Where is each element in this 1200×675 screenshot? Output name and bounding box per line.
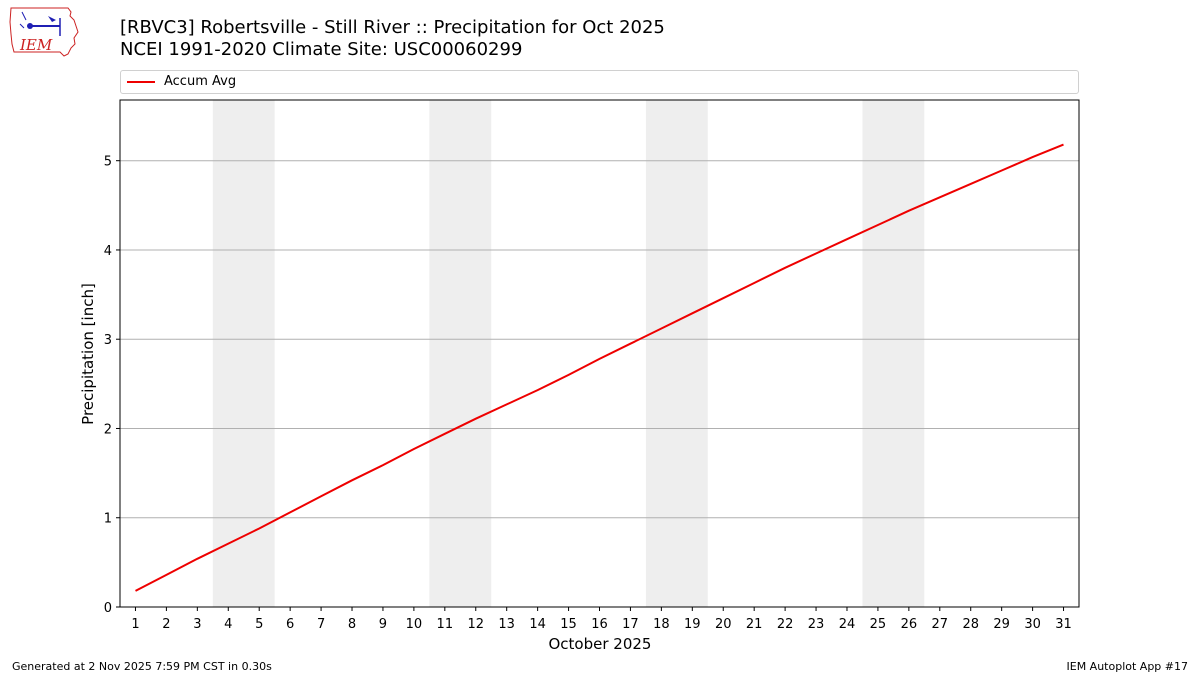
weekend-band-1 [212,100,275,607]
iem-logo: IEM [9,7,79,57]
y-axis-label: Precipitation [inch] [79,283,97,425]
x-tick-label-1: 1 [131,617,139,632]
x-tick-label-7: 7 [317,617,325,632]
logo-vane [48,16,56,22]
weekend-band-2 [429,100,492,607]
x-tick-label-5: 5 [255,617,263,632]
x-tick-label-16: 16 [591,617,608,632]
x-tick-label-14: 14 [529,617,546,632]
logo-tick [19,11,27,29]
x-tick-label-9: 9 [379,617,387,632]
y-tick-label-3: 3 [104,333,112,348]
x-tick-label-19: 19 [684,617,701,632]
x-tick-label-3: 3 [193,617,201,632]
x-tick-label-24: 24 [839,617,856,632]
x-tick-label-15: 15 [560,617,577,632]
x-axis-label: October 2025 [549,635,652,653]
x-tick-label-31: 31 [1055,617,1072,632]
x-tick-label-10: 10 [406,617,423,632]
chart-subtitle: NCEI 1991-2020 Climate Site: USC00060299 [120,39,523,60]
x-tick-label-26: 26 [901,617,918,632]
weekend-band-3 [645,100,708,607]
y-tick-label-1: 1 [104,512,112,527]
series-line-accum-avg [135,143,1064,592]
x-tick-label-18: 18 [653,617,670,632]
x-tick-label-6: 6 [286,617,294,632]
y-tick-label-2: 2 [104,422,112,437]
x-tick-label-17: 17 [622,617,639,632]
x-tick-label-20: 20 [715,617,732,632]
x-tick-label-8: 8 [348,617,356,632]
legend-swatch-accum-avg [127,81,155,83]
x-tick-label-4: 4 [224,617,232,632]
chart-title: [RBVC3] Robertsville - Still River :: Pr… [120,17,665,38]
x-tick-label-2: 2 [162,617,170,632]
footer-generated-text: Generated at 2 Nov 2025 7:59 PM CST in 0… [12,660,272,673]
iowa-outline [9,7,79,57]
x-tick-label-27: 27 [932,617,949,632]
logo-text: IEM [19,36,53,54]
y-tick-label-0: 0 [104,601,112,616]
x-tick-label-13: 13 [498,617,515,632]
legend-label-accum-avg: Accum Avg [164,74,237,89]
y-tick-label-5: 5 [104,155,112,170]
x-tick-label-12: 12 [467,617,484,632]
x-tick-label-23: 23 [808,617,825,632]
logo-dot [27,23,33,29]
x-tick-label-29: 29 [993,617,1010,632]
footer-app-text: IEM Autoplot App #17 [1066,660,1189,673]
weekend-band-4 [862,100,925,607]
x-tick-label-22: 22 [777,617,794,632]
x-tick-label-21: 21 [746,617,763,632]
x-tick-label-25: 25 [870,617,887,632]
x-tick-label-30: 30 [1024,617,1041,632]
x-tick-label-11: 11 [437,617,454,632]
legend: Accum Avg [120,70,1079,94]
x-tick-label-28: 28 [962,617,979,632]
y-tick-label-4: 4 [104,244,112,259]
